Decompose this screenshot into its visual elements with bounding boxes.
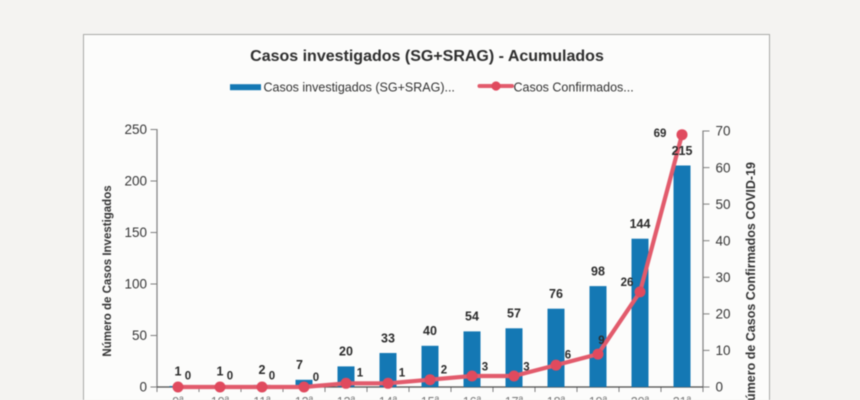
svg-text:20: 20	[716, 307, 731, 322]
svg-text:0: 0	[139, 380, 147, 395]
svg-text:150: 150	[124, 225, 147, 240]
svg-text:17ª: 17ª	[505, 395, 524, 400]
svg-text:200: 200	[124, 174, 147, 189]
svg-text:40: 40	[716, 233, 731, 248]
svg-text:1: 1	[217, 364, 224, 378]
svg-text:21ª: 21ª	[673, 395, 692, 400]
svg-text:16ª: 16ª	[463, 395, 482, 400]
svg-text:3: 3	[523, 362, 529, 374]
svg-text:2: 2	[441, 365, 447, 377]
svg-text:30: 30	[716, 270, 731, 285]
svg-text:76: 76	[549, 287, 563, 301]
svg-text:70: 70	[716, 124, 731, 139]
svg-text:Número de Casos Investigados: Número de Casos Investigados	[102, 185, 114, 356]
svg-text:Casos Confirmados...: Casos Confirmados...	[514, 81, 634, 95]
svg-text:20: 20	[339, 345, 353, 359]
svg-text:50: 50	[132, 328, 147, 343]
svg-text:57: 57	[507, 307, 521, 321]
svg-text:18ª: 18ª	[547, 395, 566, 400]
svg-text:50: 50	[716, 197, 731, 212]
svg-text:0: 0	[185, 371, 191, 383]
svg-text:144: 144	[630, 217, 651, 231]
svg-text:33: 33	[381, 331, 395, 345]
svg-text:69: 69	[654, 128, 667, 140]
svg-text:7: 7	[296, 358, 303, 372]
svg-text:0: 0	[269, 371, 275, 383]
svg-text:19ª: 19ª	[589, 395, 608, 400]
svg-text:1: 1	[357, 368, 364, 380]
svg-text:12ª: 12ª	[295, 395, 314, 400]
svg-text:14ª: 14ª	[379, 395, 398, 400]
svg-text:0: 0	[313, 372, 319, 384]
svg-text:10: 10	[716, 343, 731, 358]
svg-text:Casos investigados (SG+SRAG) -: Casos investigados (SG+SRAG) - Acumulado…	[250, 48, 604, 65]
svg-text:20ª: 20ª	[631, 395, 650, 400]
svg-text:9: 9	[598, 335, 604, 347]
svg-text:60: 60	[716, 160, 731, 175]
svg-text:250: 250	[124, 122, 147, 137]
svg-text:0: 0	[716, 380, 724, 395]
svg-text:15ª: 15ª	[421, 395, 440, 400]
svg-text:26: 26	[621, 277, 634, 289]
svg-text:1: 1	[175, 364, 182, 378]
svg-text:2: 2	[259, 363, 266, 377]
svg-text:11ª: 11ª	[253, 395, 271, 400]
svg-text:98: 98	[591, 264, 605, 278]
svg-text:3: 3	[482, 362, 488, 374]
svg-text:Casos investigados (SG+SRAG)..: Casos investigados (SG+SRAG)...	[264, 81, 455, 95]
svg-text:40: 40	[423, 324, 437, 338]
svg-text:9ª: 9ª	[172, 395, 184, 400]
svg-text:6: 6	[565, 350, 571, 362]
svg-text:215: 215	[672, 144, 693, 158]
svg-text:13ª: 13ª	[337, 395, 356, 400]
svg-text:Número de Casos Confirmados CO: Número de Casos Confirmados COVID-19	[744, 162, 758, 400]
svg-text:0: 0	[227, 371, 233, 383]
svg-text:10ª: 10ª	[211, 395, 230, 400]
svg-text:100: 100	[124, 277, 147, 292]
svg-text:1: 1	[399, 368, 406, 380]
svg-text:54: 54	[465, 310, 479, 324]
